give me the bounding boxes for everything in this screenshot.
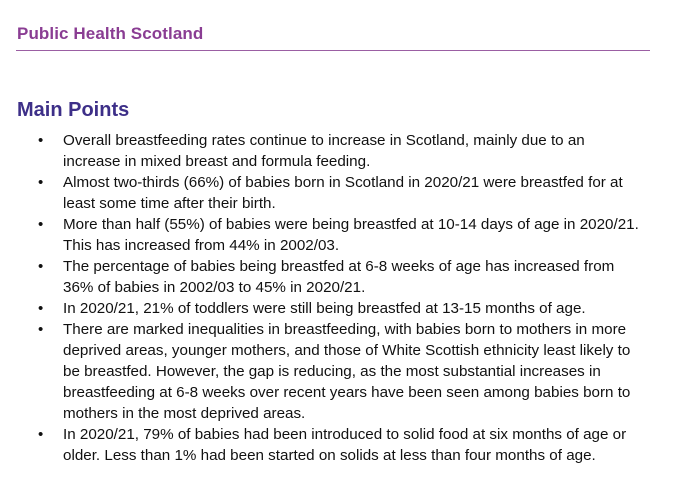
main-point-4: • The percentage of babies being breastf… bbox=[0, 256, 680, 298]
main-point-line: Overall breastfeeding rates continue to … bbox=[63, 132, 585, 149]
bullet-icon: • bbox=[38, 300, 44, 317]
main-point-5: • In 2020/21, 21% of toddlers were still… bbox=[0, 298, 680, 319]
main-point-line: Almost two-thirds (66%) of babies born i… bbox=[63, 174, 623, 191]
bullet-icon: • bbox=[38, 258, 44, 275]
main-point-1: • Overall breastfeeding rates continue t… bbox=[0, 130, 680, 172]
main-point-line: In 2020/21, 79% of babies had been intro… bbox=[63, 426, 627, 443]
bullet-icon: • bbox=[38, 216, 44, 233]
main-point-line: More than half (55%) of babies were bein… bbox=[63, 216, 639, 233]
main-point-line: mothers in the most deprived areas. bbox=[63, 405, 306, 422]
bullet-icon: • bbox=[38, 426, 44, 443]
bullet-icon: • bbox=[38, 174, 44, 191]
main-points-list: • Overall breastfeeding rates continue t… bbox=[0, 130, 680, 466]
main-point-line: There are marked inequalities in breastf… bbox=[63, 321, 627, 338]
main-point-line: 36% of babies in 2002/03 to 45% in 2020/… bbox=[63, 279, 366, 296]
main-point-7: • In 2020/21, 79% of babies had been int… bbox=[0, 424, 680, 466]
main-point-6: • There are marked inequalities in breas… bbox=[0, 319, 680, 424]
organization-name: Public Health Scotland bbox=[17, 24, 204, 43]
header-divider bbox=[16, 50, 650, 51]
section-title: Main Points bbox=[17, 99, 130, 121]
main-point-line: least some time after their birth. bbox=[63, 195, 276, 212]
main-point-2: • Almost two-thirds (66%) of babies born… bbox=[0, 172, 680, 214]
bullet-icon: • bbox=[38, 132, 44, 149]
main-point-line: be breastfed. However, the gap is reduci… bbox=[63, 363, 601, 380]
main-point-line: increase in mixed breast and formula fee… bbox=[63, 153, 371, 170]
main-point-line: The percentage of babies being breastfed… bbox=[63, 258, 615, 275]
main-point-line: This has increased from 44% in 2002/03. bbox=[63, 237, 340, 254]
main-point-line: older. Less than 1% had been started on … bbox=[63, 447, 596, 464]
main-point-line: In 2020/21, 21% of toddlers were still b… bbox=[63, 300, 586, 317]
main-point-line: deprived areas, younger mothers, and tho… bbox=[63, 342, 631, 359]
main-point-3: • More than half (55%) of babies were be… bbox=[0, 214, 680, 256]
bullet-icon: • bbox=[38, 321, 44, 338]
main-point-line: breastfeeding at 6-8 weeks over recent y… bbox=[63, 384, 631, 401]
